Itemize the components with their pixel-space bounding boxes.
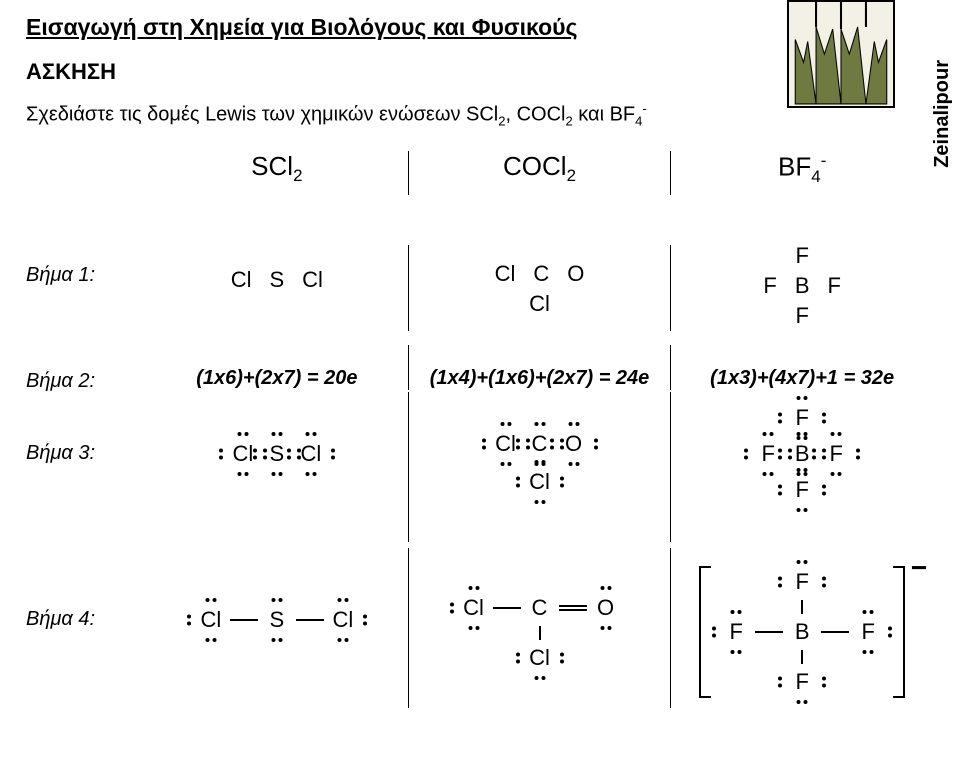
ecount-a: (1x6)+(2x7) = 20e: [146, 345, 408, 390]
step2-label: Βήμα 2:: [26, 370, 95, 393]
step1-label: Βήμα 1:: [26, 264, 95, 287]
lewisdots-b: Cl C O: [408, 392, 672, 542]
col-header-a: SCl2: [146, 151, 408, 195]
lewis-final-a: Cl S Cl: [146, 548, 408, 708]
lewisdots-a: Cl S Cl: [146, 392, 408, 542]
col-header-b: COCl2: [408, 151, 672, 195]
author-label: Zeinalipour: [931, 60, 954, 168]
step1-row: Cl S Cl Cl C O Cl: [26, 245, 933, 331]
ecount-b: (1x4)+(1x6)+(2x7) = 24e: [408, 345, 672, 390]
book-logo: [787, 0, 895, 108]
step3-label: Βήμα 3:: [26, 442, 95, 465]
skeleton-c: F F B F F: [671, 245, 933, 331]
lewis-final-b: Cl C O Cl: [408, 548, 672, 708]
lewis-final-c: F F B: [671, 548, 933, 708]
step4-row: Cl S Cl: [26, 548, 933, 708]
skeleton-a: Cl S Cl: [146, 245, 408, 331]
columns: SCl2 COCl2 BF4- Βήμα 1: Cl S Cl: [26, 151, 933, 708]
skeleton-b: Cl C O Cl: [408, 245, 672, 331]
col-header-c: BF4-: [671, 151, 933, 195]
step4-label: Βήμα 4:: [26, 608, 95, 631]
lewisdots-c: F F B: [671, 392, 933, 542]
step3-row: Cl S Cl: [26, 392, 933, 542]
charge-minus: −: [911, 552, 927, 584]
ecount-c: (1x3)+(4x7)+1 = 32e: [671, 345, 933, 390]
step2-row: (1x6)+(2x7) = 20e (1x4)+(1x6)+(2x7) = 24…: [26, 345, 933, 390]
